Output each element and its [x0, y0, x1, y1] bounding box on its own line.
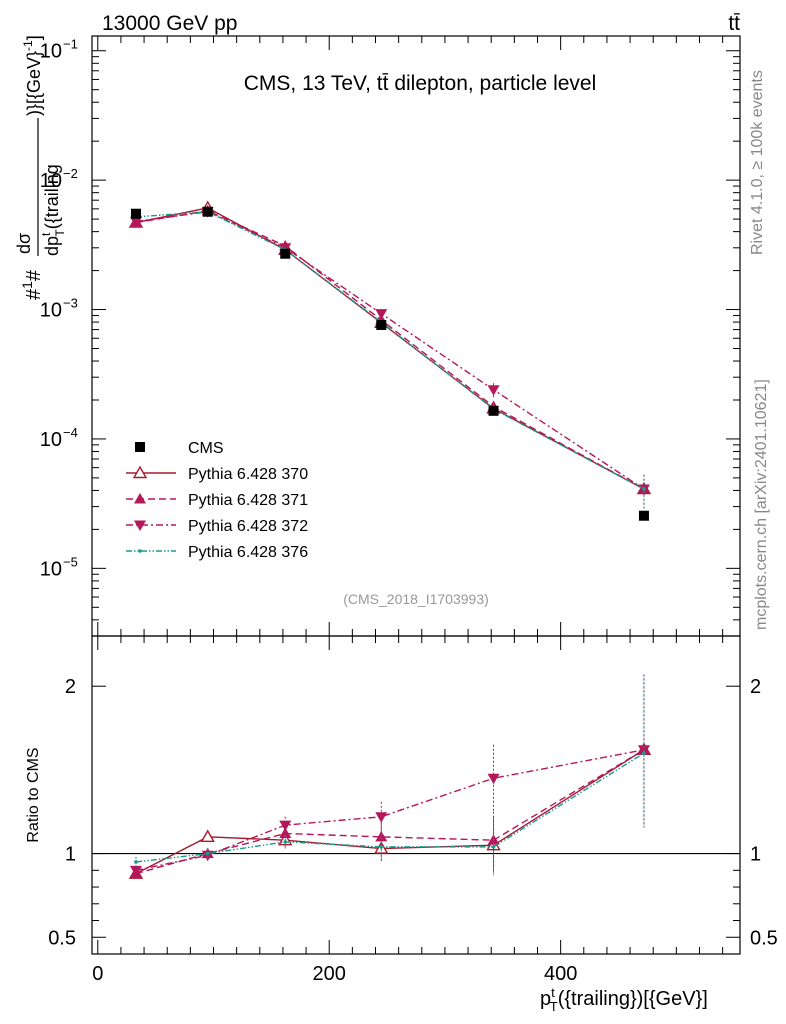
y-tick-label-exp: −2 — [63, 166, 78, 181]
main-axis: 10 −110 −210 −310 −410 −50 200 400 — [40, 36, 740, 985]
y-tick-label: 10 — [40, 300, 62, 322]
marker-triangle-up — [134, 493, 146, 504]
x-axis-label: pt T({trailing})[{GeV}] — [540, 985, 708, 1014]
y-tick-label: 10 — [40, 170, 62, 192]
chart-title: CMS, 13 TeV, tt̄ dilepton, particle leve… — [244, 72, 597, 95]
marker-triangle-up — [375, 830, 388, 842]
marker-triangle-down — [279, 820, 292, 832]
ratio-line-4 — [135, 752, 645, 863]
y-axis-label: #1# dσ dptT({trailing )}[{GeV}-1] — [14, 35, 67, 300]
ratio-tick-label: 0.5 — [48, 927, 76, 949]
analysis-tag: (CMS_2018_I1703993) — [343, 591, 489, 607]
marker-dot — [283, 840, 288, 844]
marker-triangle-down — [487, 385, 500, 396]
ratio-line-1 — [135, 749, 645, 875]
marker-triangle-down — [129, 865, 142, 877]
legend-label-3: Pythia 6.428 372 — [188, 518, 308, 535]
marker-triangle-down — [129, 216, 142, 228]
marker-triangle-down — [134, 520, 146, 531]
marker-triangle-open — [132, 465, 148, 479]
ratio-tick-label-right: 2 — [750, 676, 761, 698]
marker-dot — [134, 860, 138, 864]
marker-square — [202, 206, 213, 217]
ratio-ylabel: Ratio to CMS — [25, 747, 42, 842]
marker-square — [280, 248, 291, 259]
marker-square — [488, 405, 499, 416]
marker-square — [376, 319, 387, 330]
svg-text:ptT({trailing})[{GeV}]: pt T({trailing})[{GeV}] — [540, 985, 708, 1014]
marker-triangle-up — [279, 827, 292, 838]
x-tick-label: 400 — [544, 963, 577, 985]
process-label: tt̄ — [728, 12, 740, 35]
marker-triangle-down — [487, 773, 500, 785]
marker-triangle-down — [375, 309, 388, 320]
legend-label-cms: CMS — [188, 440, 224, 457]
ratio-series — [128, 674, 652, 879]
marker-dot — [491, 845, 496, 849]
y-tick-label: 10 — [40, 429, 62, 451]
series-line-4 — [135, 211, 645, 490]
marker-dot — [379, 845, 384, 849]
ratio-panel-frame — [91, 635, 741, 955]
ratio-tick-label: 1 — [65, 844, 76, 866]
legend-label-1: Pythia 6.428 370 — [188, 466, 308, 483]
rivet-label: Rivet 4.1.0, ≥ 100k events — [749, 70, 766, 255]
marker-square — [135, 442, 145, 452]
ratio-tick-label: 2 — [65, 676, 76, 698]
ratio-line-2 — [135, 749, 645, 875]
source-label: mcplots.cern.ch [arXiv:2401.10621] — [753, 379, 770, 630]
y-tick-label-exp: −4 — [63, 425, 78, 440]
x-tick-label: 0 — [92, 963, 103, 985]
y-tick-label: 10 — [40, 41, 62, 63]
y-tick-label-exp: −1 — [63, 37, 78, 52]
marker-triangle-down — [375, 812, 388, 823]
x-tick-label: 200 — [313, 963, 346, 985]
svg-text:#1#: #1# — [19, 269, 45, 300]
legend-label-2: Pythia 6.428 371 — [188, 492, 308, 509]
marker-dot — [642, 487, 646, 491]
svg-text:dσ: dσ — [14, 233, 34, 254]
ratio-line-3 — [135, 749, 645, 872]
main-series — [128, 200, 652, 521]
y-tick-label-exp: −3 — [63, 296, 78, 311]
y-tick-label-exp: −5 — [63, 554, 78, 569]
legend: CMS Pythia 6.428 370 Pythia 6.428 371 Pythi… — [126, 440, 308, 561]
svg-text:)}[{GeV}-1]: )}[{GeV}-1] — [21, 35, 44, 116]
series-line-3 — [135, 211, 645, 490]
legend-label-4: Pythia 6.428 376 — [188, 544, 308, 561]
marker-dot — [205, 851, 210, 856]
marker-square — [638, 510, 649, 521]
marker-dot — [642, 751, 646, 755]
y-tick-label: 10 — [40, 558, 62, 580]
energy-label: 13000 GeV pp — [102, 12, 237, 35]
ratio-tick-label-right: 1 — [750, 844, 761, 866]
marker-dot — [138, 549, 142, 553]
marker-triangle-open — [200, 829, 215, 843]
marker-square — [130, 208, 141, 219]
ratio-axis: 0.5 0.5 1 1 2 2 — [48, 676, 778, 949]
ratio-tick-label-right: 0.5 — [750, 927, 778, 949]
